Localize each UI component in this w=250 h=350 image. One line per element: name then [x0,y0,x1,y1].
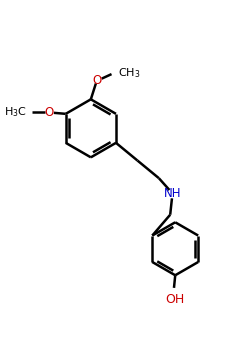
Text: NH: NH [164,187,182,200]
Text: O: O [45,106,54,119]
Text: H$_3$C: H$_3$C [4,105,27,119]
Text: OH: OH [166,293,185,306]
Text: CH$_3$: CH$_3$ [118,66,140,80]
Text: O: O [92,74,102,87]
